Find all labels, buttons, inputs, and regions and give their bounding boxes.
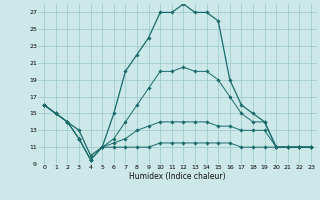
X-axis label: Humidex (Indice chaleur): Humidex (Indice chaleur) — [129, 172, 226, 181]
